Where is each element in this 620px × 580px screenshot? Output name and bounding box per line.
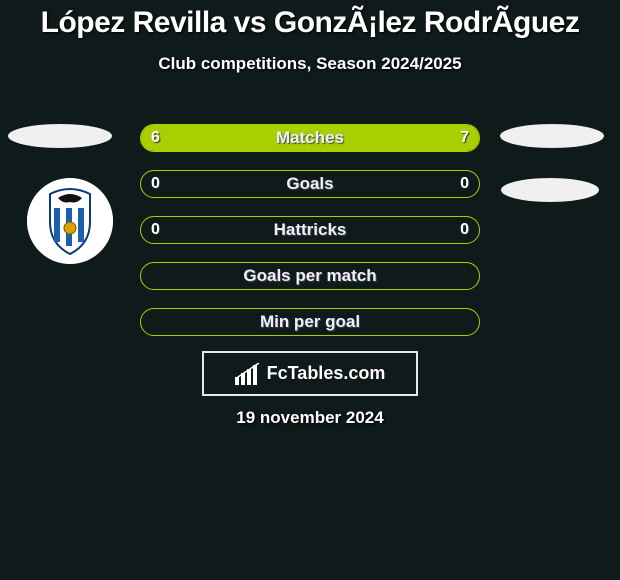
page-title: López Revilla vs GonzÃ¡lez RodrÃ­guez	[0, 0, 620, 40]
stat-row-hattricks: 0 Hattricks 0	[140, 216, 480, 244]
stat-row-goals: 0 Goals 0	[140, 170, 480, 198]
date-label: 19 november 2024	[0, 408, 620, 428]
stat-label: Goals per match	[141, 266, 479, 286]
shield-icon	[27, 178, 113, 264]
stat-label: Goals	[141, 174, 479, 194]
stat-value-right: 0	[460, 175, 469, 193]
stat-bar: 0 Hattricks 0	[140, 216, 480, 244]
stat-label: Hattricks	[141, 220, 479, 240]
brand-badge: FcTables.com	[202, 351, 418, 396]
club-left-crest	[27, 178, 113, 264]
club-right-crest-placeholder	[501, 178, 599, 202]
stat-row-matches: 6 Matches 7	[140, 124, 480, 152]
stat-value-right: 7	[460, 129, 469, 147]
stat-bar: Min per goal	[140, 308, 480, 336]
player-right-avatar-placeholder	[500, 124, 604, 148]
brand-text: FcTables.com	[267, 363, 386, 384]
stat-row-min-per-goal: Min per goal	[140, 308, 480, 336]
stat-label: Matches	[141, 128, 479, 148]
stat-label: Min per goal	[141, 312, 479, 332]
stat-bar: 0 Goals 0	[140, 170, 480, 198]
stat-bar: 6 Matches 7	[140, 124, 480, 152]
page-subtitle: Club competitions, Season 2024/2025	[0, 54, 620, 74]
stat-row-goals-per-match: Goals per match	[140, 262, 480, 290]
comparison-card: López Revilla vs GonzÃ¡lez RodrÃ­guez Cl…	[0, 0, 620, 580]
bar-chart-icon	[235, 363, 261, 385]
player-left-avatar-placeholder	[8, 124, 112, 148]
stat-value-right: 0	[460, 221, 469, 239]
stat-bar: Goals per match	[140, 262, 480, 290]
